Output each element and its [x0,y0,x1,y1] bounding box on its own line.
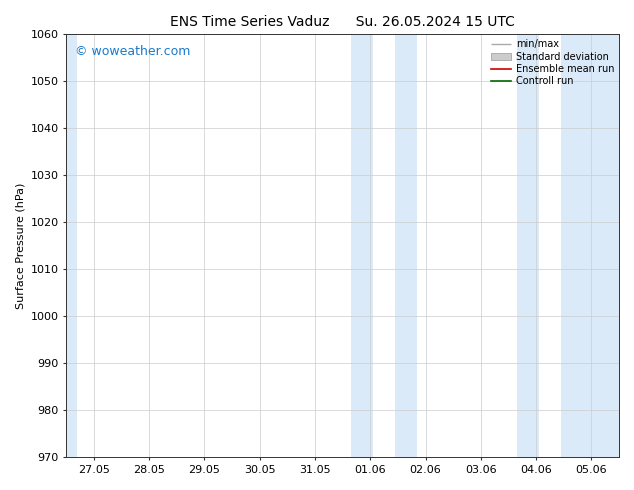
Bar [351,34,373,457]
Text: © woweather.com: © woweather.com [75,45,190,58]
Bar [395,34,417,457]
Title: ENS Time Series Vaduz      Su. 26.05.2024 15 UTC: ENS Time Series Vaduz Su. 26.05.2024 15 … [170,15,515,29]
Y-axis label: Surface Pressure (hPa): Surface Pressure (hPa) [15,183,25,309]
Bar [67,34,77,457]
Bar [517,34,539,457]
Bar [561,34,619,457]
Legend: min/max, Standard deviation, Ensemble mean run, Controll run: min/max, Standard deviation, Ensemble me… [489,37,616,88]
